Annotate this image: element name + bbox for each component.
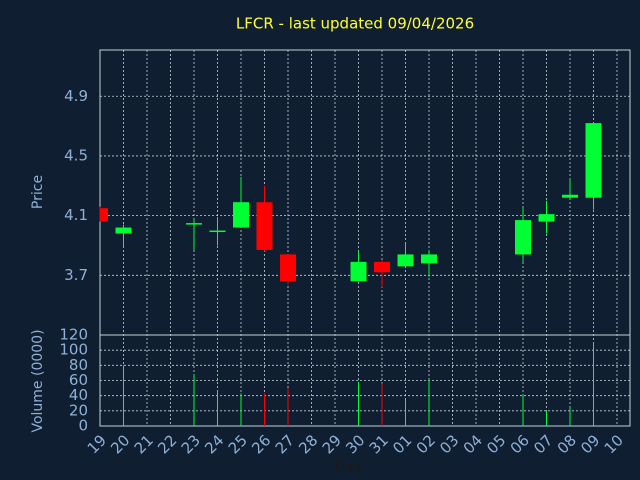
volume-tick-label: 0 xyxy=(78,417,88,435)
candle-body xyxy=(350,261,367,282)
plot-frame xyxy=(99,49,631,427)
candle-body xyxy=(538,214,555,222)
y-tick-label: 4.9 xyxy=(64,87,88,105)
candle-body xyxy=(209,230,226,233)
candle-body xyxy=(585,123,602,198)
volume-tick-label: 20 xyxy=(69,401,88,419)
candle-body xyxy=(115,227,132,234)
candle-body xyxy=(421,254,437,264)
volume-axis-label: Volume (0000) xyxy=(30,329,46,432)
candle-body xyxy=(256,202,273,250)
x-axis-label: Day xyxy=(334,459,362,475)
candle-body xyxy=(100,208,108,222)
candle-body xyxy=(233,202,249,228)
candle-body xyxy=(515,220,531,255)
y-tick-label: 4.5 xyxy=(64,146,88,164)
candle-body xyxy=(562,194,578,198)
candle-body xyxy=(397,254,414,267)
candle-body xyxy=(374,261,390,273)
candle-body xyxy=(280,254,296,282)
y-tick-label: 3.7 xyxy=(64,266,88,284)
y-tick-label: 4.1 xyxy=(64,206,88,224)
chart-title: LFCR - last updated 09/04/2026 xyxy=(236,15,474,33)
y-axis-label: Price xyxy=(30,175,46,209)
volume-tick-label: 100 xyxy=(59,341,88,359)
volume-tick-label: 40 xyxy=(69,386,88,404)
volume-tick-label: 80 xyxy=(69,356,88,374)
volume-tick-label: 60 xyxy=(69,371,88,389)
volume-tick-label: 120 xyxy=(59,326,88,344)
candle-body xyxy=(186,223,202,225)
